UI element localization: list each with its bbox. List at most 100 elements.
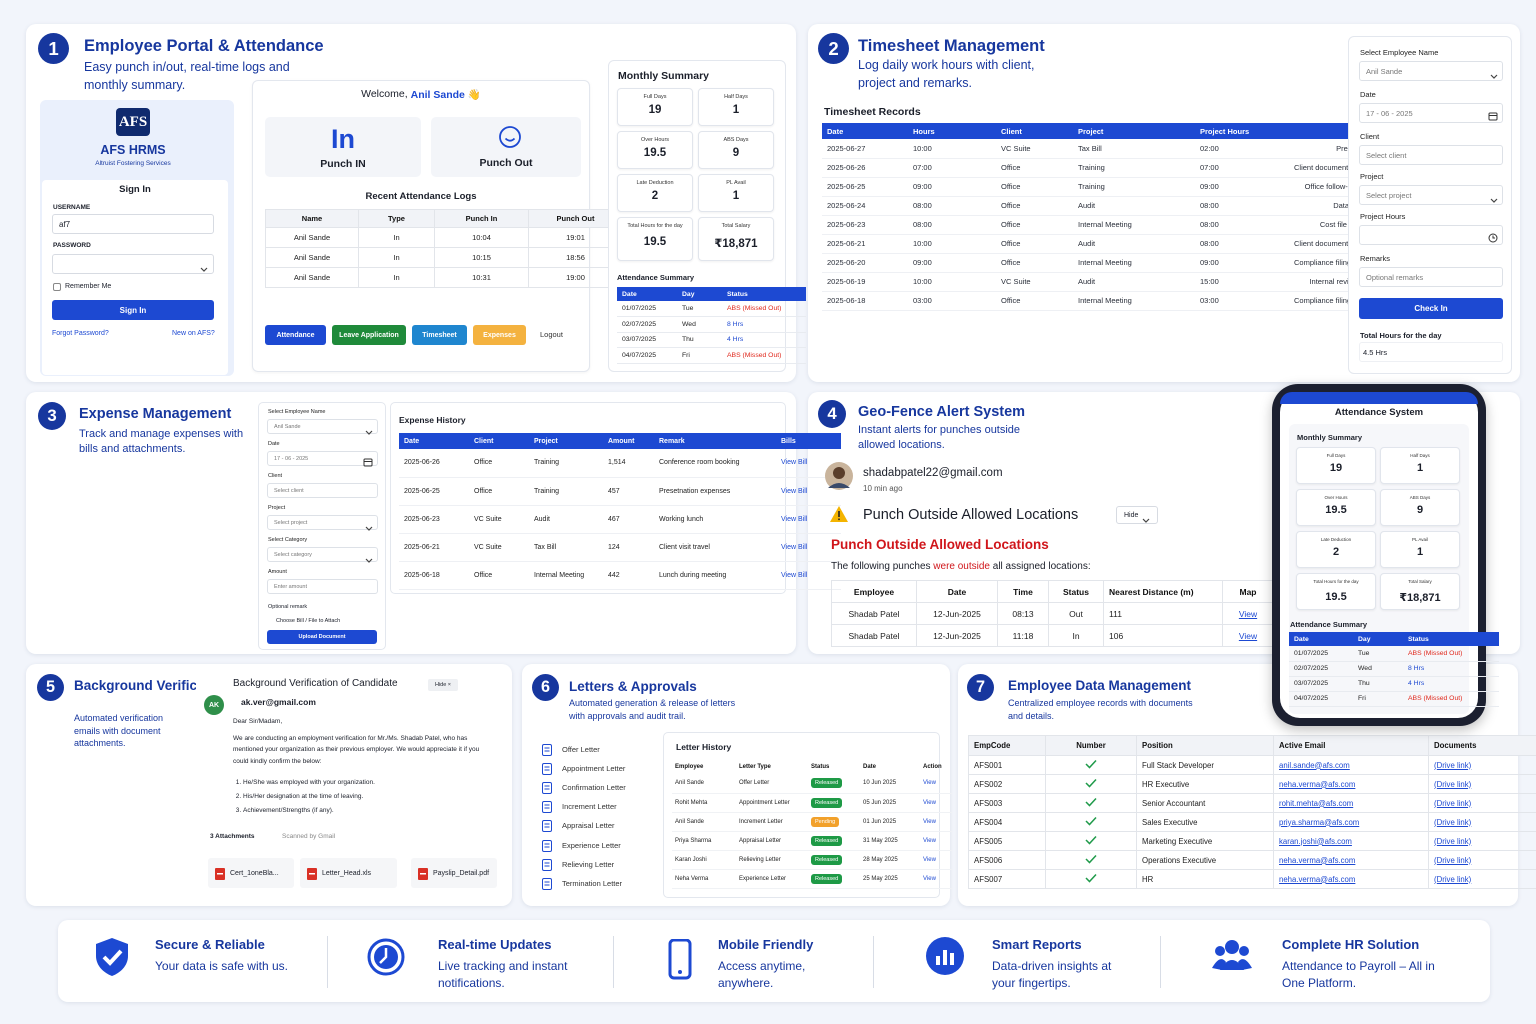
nav-button[interactable]: Timesheet: [412, 325, 467, 345]
input-field[interactable]: Anil Sande: [267, 419, 378, 434]
link-cell[interactable]: neha.verma@afs.com: [1273, 850, 1429, 870]
link-cell[interactable]: neha.verma@afs.com: [1273, 869, 1429, 889]
hide-button[interactable]: Hide: [1116, 506, 1158, 524]
table-cell: 2025-06-21: [404, 543, 440, 551]
tile-value: 19: [1329, 462, 1343, 474]
table-cell: 08:00: [1200, 239, 1219, 248]
link-cell[interactable]: View: [923, 799, 936, 806]
letter-type[interactable]: Relieving Letter: [562, 859, 615, 869]
column-header: Status: [811, 764, 830, 770]
section-title: Geo-Fence Alert System: [858, 404, 1026, 420]
letter-type[interactable]: Termination Letter: [562, 878, 623, 888]
sentence-part: were outside: [933, 561, 990, 572]
table-cell: 2025-06-27: [827, 143, 866, 153]
letter-type[interactable]: Experience Letter: [562, 840, 621, 850]
punch-in-tile[interactable]: In Punch IN: [265, 117, 421, 177]
table-row: 2025-06-25 09:00 Office Training 09:00 Office…: [822, 177, 1392, 196]
link-cell[interactable]: (Drive link): [1428, 831, 1536, 851]
logout-link[interactable]: Logout: [540, 330, 563, 339]
input-field[interactable]: Select client: [267, 483, 378, 498]
input-field[interactable]: Optional remarks: [1359, 267, 1503, 287]
check-cell: [1045, 774, 1137, 794]
column-header: Action: [923, 764, 942, 770]
table-cell: Office: [1001, 182, 1021, 191]
table-cell: 10:31: [434, 267, 529, 288]
chevron-icon-svg: [365, 526, 373, 531]
sign-in-button[interactable]: Sign In: [52, 300, 214, 320]
input-field[interactable]: [1359, 225, 1503, 245]
summary-tile: Total Hours for the day 19.5: [617, 217, 693, 261]
link-cell[interactable]: (Drive link): [1428, 793, 1536, 813]
nav-button[interactable]: Expenses: [473, 325, 526, 345]
section-title: Timesheet Management: [858, 37, 1045, 55]
letter-icon-svg: [542, 744, 552, 756]
status-pill: Released: [811, 835, 843, 846]
app-name: AFS HRMS: [100, 143, 166, 157]
tile-label: PL Avail: [1411, 537, 1428, 542]
field-label: USERNAME: [53, 204, 91, 211]
summary-tile: Total Salary ₹18,871: [1380, 573, 1460, 610]
table-cell: 2025-06-26: [404, 459, 440, 467]
letter-type[interactable]: Offer Letter: [562, 745, 600, 754]
check-cell: [1045, 831, 1137, 851]
input-field[interactable]: Select client: [1359, 145, 1503, 165]
link-cell[interactable]: View: [923, 856, 936, 863]
tile-label: Over Hours: [640, 137, 670, 143]
table-cell: Released: [808, 869, 860, 888]
link-cell[interactable]: View: [923, 780, 936, 787]
punch-out-label: Punch Out: [479, 157, 533, 169]
letter-type[interactable]: Appointment Letter: [562, 764, 626, 774]
chevron-icon: [1490, 67, 1498, 79]
table-row: 2025-06-23 VC Suite Audit 467 Working lunch V…: [399, 505, 841, 533]
hide-chip[interactable]: Hide ×: [428, 679, 458, 691]
link-cell[interactable]: (Drive link): [1428, 850, 1536, 870]
link-cell[interactable]: View: [1222, 602, 1274, 625]
link-cell[interactable]: priya.sharma@afs.com: [1273, 812, 1429, 832]
table-cell: 25 May 2025: [863, 875, 898, 882]
link-cell[interactable]: View: [923, 875, 936, 882]
input-field[interactable]: Select project: [1359, 185, 1503, 205]
link-cell[interactable]: (Drive link): [1428, 774, 1536, 794]
nav-button[interactable]: Attendance: [265, 325, 326, 345]
link-cell[interactable]: rohit.mehta@afs.com: [1273, 793, 1429, 813]
link-cell[interactable]: neha.verma@afs.com: [1273, 774, 1429, 794]
signup-link[interactable]: New on AFS?: [172, 330, 215, 337]
letter-type[interactable]: Appraisal Letter: [562, 821, 615, 831]
input-field[interactable]: Select project: [267, 515, 378, 530]
email-body: We are conducting an employment verifica…: [233, 735, 480, 765]
link-cell[interactable]: (Drive link): [1428, 812, 1536, 832]
password-input[interactable]: [52, 254, 214, 274]
nav-button[interactable]: Leave Application: [332, 325, 406, 345]
remember-checkbox[interactable]: [53, 283, 61, 291]
input-field[interactable]: Select category: [267, 547, 378, 562]
letter-icon: [542, 858, 552, 871]
input-field[interactable]: Anil Sande: [1359, 61, 1503, 81]
link-cell[interactable]: View: [923, 837, 936, 844]
username-input[interactable]: af7: [52, 214, 214, 234]
section-subtitle: Track and manage expenses with bills and…: [79, 428, 244, 456]
link-cell[interactable]: (Drive link): [1428, 755, 1536, 775]
link-cell[interactable]: View: [1222, 624, 1274, 647]
link-cell[interactable]: (Drive link): [1428, 869, 1536, 889]
feature-icon: [92, 936, 132, 978]
check-in-button[interactable]: Check In: [1359, 298, 1503, 319]
link-cell[interactable]: karan.joshi@afs.com: [1273, 831, 1429, 851]
input-field[interactable]: 17 - 06 - 2025: [267, 451, 378, 466]
letter-type[interactable]: Increment Letter: [562, 802, 617, 812]
check-cell: [1045, 850, 1137, 870]
attach-label[interactable]: Choose Bill / File to Attach: [276, 618, 341, 624]
email-list-item: His/Her designation at the time of leavi…: [243, 790, 375, 804]
table-cell: HR Executive: [1136, 774, 1274, 794]
table-row: AFS001 Full Stack Developer anil.sande@afs…: [968, 755, 1536, 775]
letter-type[interactable]: Confirmation Letter: [562, 783, 626, 793]
table-row: 01/07/2025 Tue ABS (Missed Out): [1289, 646, 1499, 661]
forgot-link[interactable]: Forgot Password?: [52, 330, 109, 337]
table-cell: Lunch during meeting: [659, 571, 727, 579]
input-field[interactable]: Enter amount: [267, 579, 378, 594]
link-cell[interactable]: View: [923, 818, 936, 825]
table-cell: 10:04: [434, 227, 529, 248]
table-row: AFS003 Senior Accountant rohit.mehta@afs.c…: [968, 793, 1536, 813]
link-cell[interactable]: anil.sande@afs.com: [1273, 755, 1429, 775]
upload-button[interactable]: Upload Document: [267, 630, 377, 644]
input-field[interactable]: 17 - 06 - 2025: [1359, 103, 1503, 123]
